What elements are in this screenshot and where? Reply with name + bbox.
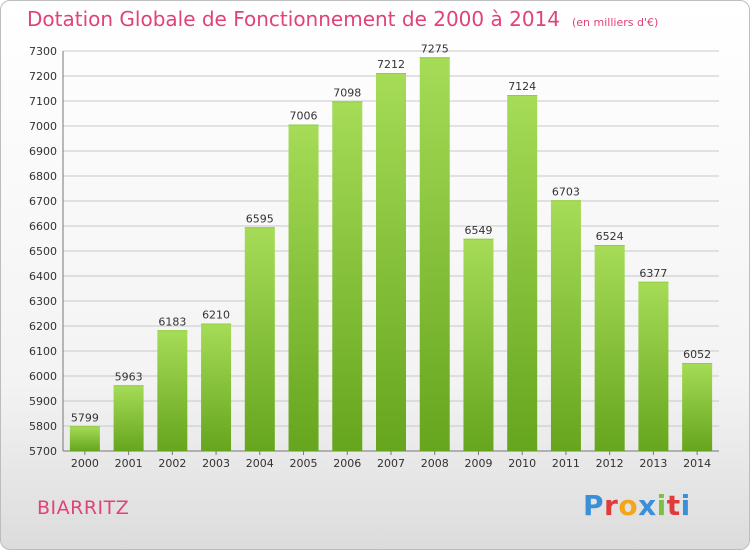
data-label: 6703: [552, 185, 580, 198]
data-label: 7006: [290, 110, 318, 123]
data-label: 6052: [683, 348, 711, 361]
y-tick-label: 7200: [29, 70, 57, 83]
place-name: BIARRITZ: [37, 497, 130, 519]
y-tick-label: 7100: [29, 95, 57, 108]
y-tick-label: 6200: [29, 320, 57, 333]
x-tick-label: 2014: [683, 457, 711, 470]
bar: [157, 330, 188, 451]
data-label: 5963: [115, 370, 143, 383]
data-label: 7098: [333, 87, 361, 100]
logo-letter: r: [604, 489, 619, 522]
label-layer: 5799 5963 6183 6210 6595 7006 7098 7212 7275 6549…: [71, 42, 711, 424]
bar: [594, 245, 625, 451]
x-tick-label: 2011: [552, 457, 580, 470]
y-tick-label: 7000: [29, 120, 57, 133]
x-tick-label: 2008: [421, 457, 449, 470]
logo-letter: x: [638, 489, 657, 522]
logo-letter: P: [583, 489, 605, 522]
data-label: 6595: [246, 212, 274, 225]
x-tick-label: 2001: [115, 457, 143, 470]
data-label: 5799: [71, 411, 99, 424]
logo-letter: o: [618, 489, 639, 522]
bar: [376, 73, 406, 451]
x-tick-label: 2004: [246, 457, 274, 470]
axis-layer: 5700 5800 5900 6000 6100 6200 6300 6400 6500 6600…: [29, 45, 719, 470]
y-tick-label: 6800: [29, 170, 57, 183]
bar: [419, 57, 450, 451]
bar: [69, 426, 100, 451]
x-tick-label: 2009: [464, 457, 492, 470]
x-tick-label: 2013: [639, 457, 667, 470]
y-tick-label: 6000: [29, 370, 57, 383]
logo-letter: i: [680, 489, 691, 522]
title-row: Dotation Globale de Fonctionnement de 20…: [27, 7, 658, 31]
bar: [244, 227, 275, 451]
x-tick-label: 2006: [333, 457, 361, 470]
bar: [507, 95, 538, 451]
bar: [113, 385, 144, 451]
data-label: 6524: [596, 230, 624, 243]
y-tick-label: 6500: [29, 245, 57, 258]
y-tick-label: 6600: [29, 220, 57, 233]
bar: [638, 281, 669, 451]
x-tick-label: 2012: [596, 457, 624, 470]
data-label: 6210: [202, 309, 230, 322]
x-tick-label: 2003: [202, 457, 230, 470]
x-tick-label: 2000: [71, 457, 99, 470]
bar: [463, 238, 494, 451]
data-label: 7124: [508, 80, 536, 93]
bar: [201, 323, 232, 451]
proxiti-logo[interactable]: Proxiti: [583, 489, 691, 522]
y-tick-label: 5900: [29, 395, 57, 408]
x-tick-label: 2002: [158, 457, 186, 470]
y-tick-label: 6400: [29, 270, 57, 283]
y-tick-label: 7300: [29, 45, 57, 58]
logo-letter: t: [666, 489, 681, 522]
data-label: 6377: [639, 267, 667, 280]
y-tick-label: 5700: [29, 445, 57, 458]
data-label: 6183: [158, 315, 186, 328]
chart-subtitle: (en milliers d'€): [572, 16, 659, 29]
bar: [550, 200, 581, 451]
x-tick-label: 2010: [508, 457, 536, 470]
bar-chart: 5700 5800 5900 6000 6100 6200 6300 6400 6500 6600…: [29, 42, 719, 470]
y-tick-label: 6300: [29, 295, 57, 308]
data-label: 7212: [377, 58, 405, 71]
y-tick-label: 5800: [29, 420, 57, 433]
chart-title: Dotation Globale de Fonctionnement de 20…: [27, 7, 560, 31]
data-label: 7275: [421, 42, 449, 55]
x-tick-label: 2005: [290, 457, 318, 470]
bar: [682, 363, 713, 451]
x-tick-label: 2007: [377, 457, 405, 470]
y-tick-label: 6900: [29, 145, 57, 158]
y-tick-label: 6100: [29, 345, 57, 358]
logo-letter: i: [656, 489, 667, 522]
bar-layer: [69, 57, 713, 451]
y-tick-label: 6700: [29, 195, 57, 208]
data-label: 6549: [464, 224, 492, 237]
bar: [332, 101, 363, 451]
bar: [288, 124, 319, 451]
